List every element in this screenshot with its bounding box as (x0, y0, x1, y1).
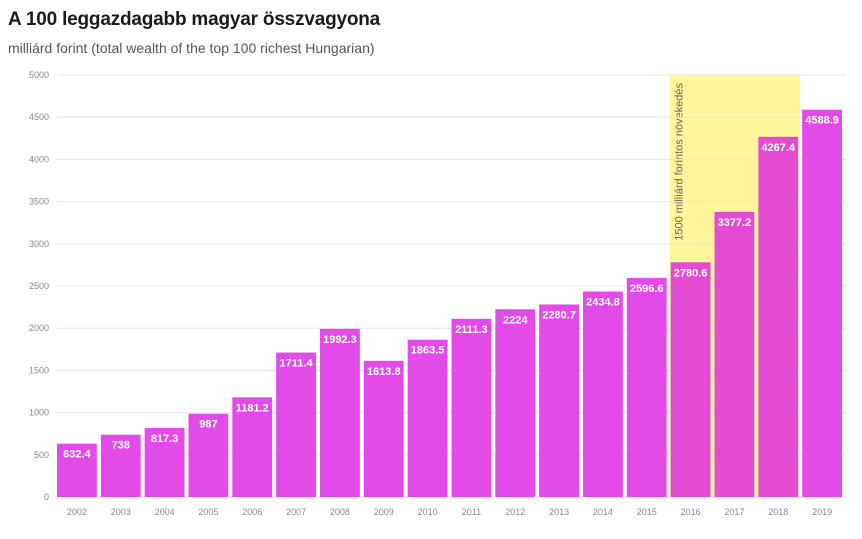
y-tick-label: 1000 (29, 408, 49, 418)
bar (188, 413, 229, 497)
y-tick-label: 0 (44, 492, 49, 502)
x-tick-label: 2016 (681, 507, 701, 517)
x-tick-label: 2008 (330, 507, 350, 517)
y-tick-label: 2000 (29, 323, 49, 333)
bar (407, 339, 448, 497)
bar (495, 309, 536, 497)
bar-value-label: 1992.3 (323, 334, 357, 346)
y-tick-label: 4500 (29, 112, 49, 122)
bar (276, 352, 316, 497)
x-tick-label: 2006 (242, 507, 262, 517)
bar (670, 262, 711, 497)
y-tick-label: 5000 (29, 70, 49, 80)
x-tick-label: 2004 (155, 507, 175, 517)
bar-value-label: 987 (199, 419, 217, 431)
x-tick-label: 2012 (505, 507, 525, 517)
bar (320, 328, 360, 497)
y-tick-label: 3500 (29, 197, 49, 207)
y-tick-label: 2500 (29, 281, 49, 291)
y-tick-label: 4000 (29, 154, 49, 164)
bar-value-label: 2780.6 (674, 267, 708, 279)
bar-value-label: 1711.4 (280, 358, 314, 370)
x-tick-label: 2002 (67, 507, 87, 517)
bar-value-label: 1181.2 (236, 402, 269, 414)
x-tick-label: 2014 (593, 507, 613, 517)
bar (57, 443, 97, 497)
x-tick-label: 2011 (462, 507, 481, 517)
bar-value-label: 4588.9 (805, 115, 839, 127)
bar-value-label: 817.3 (151, 433, 179, 445)
x-tick-label: 2007 (286, 507, 306, 517)
bar-value-label: 2224 (503, 314, 528, 326)
bar (144, 428, 185, 497)
bar-value-label: 1863.5 (411, 345, 445, 357)
x-tick-label: 2018 (768, 507, 788, 517)
bar-value-label: 3377.2 (718, 217, 752, 229)
bar-value-label: 632.4 (63, 449, 91, 461)
y-tick-label: 1500 (29, 365, 49, 375)
x-tick-label: 2019 (812, 507, 832, 517)
bar (363, 360, 404, 497)
x-tick-label: 2005 (198, 507, 218, 517)
bar-value-label: 738 (112, 440, 130, 452)
bar (100, 434, 141, 497)
bar (626, 277, 667, 497)
x-tick-label: 2013 (549, 507, 569, 517)
x-tick-label: 2015 (637, 507, 657, 517)
chart-title: A 100 leggazdagabb magyar összvagyona (8, 9, 381, 30)
x-tick-label: 2003 (111, 507, 131, 517)
bar (802, 109, 842, 497)
bar (451, 318, 492, 497)
bar-value-label: 2280.7 (542, 310, 576, 322)
bar-value-label: 2596.6 (630, 283, 664, 295)
x-tick-label: 2017 (724, 507, 744, 517)
x-tick-label: 2009 (374, 507, 394, 517)
y-tick-label: 3000 (29, 239, 49, 249)
highlight-label: 1500 milliárd forintos növekedés (674, 83, 686, 241)
bar-value-label: 2434.8 (586, 297, 620, 309)
x-tick-label: 2010 (418, 507, 438, 517)
bar (714, 211, 755, 497)
bar (583, 291, 623, 497)
bar-value-label: 1613.8 (367, 366, 401, 378)
bar (758, 136, 799, 498)
bar (232, 397, 273, 497)
bar-value-label: 4267.4 (761, 142, 796, 154)
bar (539, 304, 579, 497)
bar-value-label: 2111.3 (455, 324, 487, 336)
y-tick-label: 500 (34, 450, 49, 460)
chart-subtitle: milliárd forint (total wealth of the top… (8, 40, 375, 56)
